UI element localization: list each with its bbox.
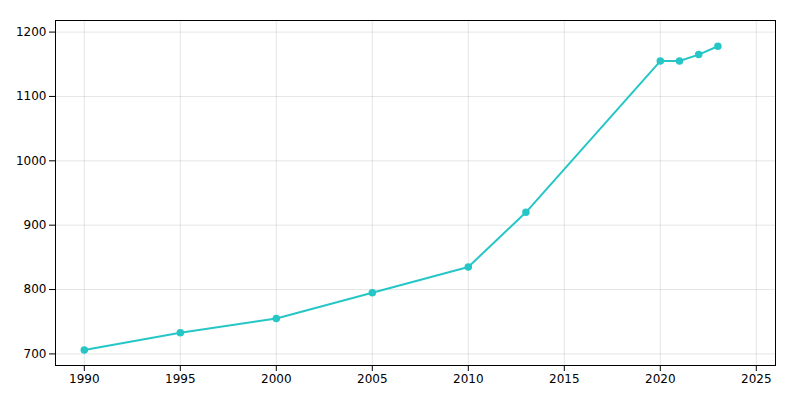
svg-text:900: 900 [24, 218, 47, 232]
svg-text:800: 800 [24, 282, 47, 296]
svg-text:1000: 1000 [16, 154, 47, 168]
svg-text:2020: 2020 [645, 372, 676, 386]
svg-text:1100: 1100 [16, 89, 47, 103]
svg-text:700: 700 [24, 347, 47, 361]
svg-text:1990: 1990 [69, 372, 100, 386]
svg-text:2000: 2000 [261, 372, 292, 386]
svg-text:1200: 1200 [16, 25, 47, 39]
svg-text:2005: 2005 [357, 372, 388, 386]
svg-text:2015: 2015 [549, 372, 580, 386]
svg-text:2025: 2025 [741, 372, 772, 386]
svg-text:1995: 1995 [165, 372, 196, 386]
svg-text:2010: 2010 [453, 372, 484, 386]
